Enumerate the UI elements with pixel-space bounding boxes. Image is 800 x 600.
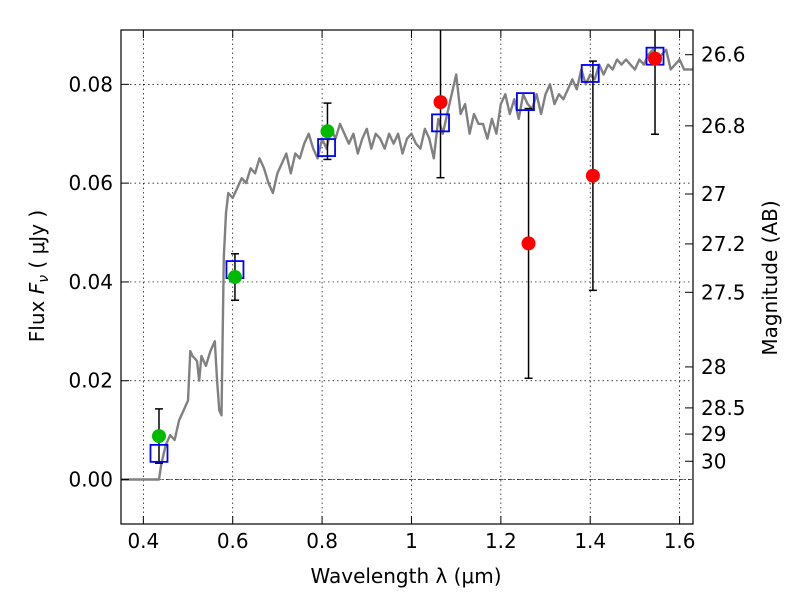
model-point-square — [516, 92, 535, 112]
y-tick-labels: 0.00 0.02 0.04 0.06 0.08 — [68, 72, 113, 491]
magnitude-tick-label: 26.6 — [701, 43, 746, 67]
magnitude-tick-labels: 26.6 26.8 27 27.2 27.5 28 28.529 30 — [701, 43, 746, 474]
y-axis-label-symbol: F — [25, 282, 49, 294]
error-bars — [154, 30, 660, 464]
magnitude-axis-label: Magnitude (AB) — [758, 200, 782, 355]
magnitude-tick-label: 28 — [701, 355, 726, 379]
model-point-square — [317, 138, 336, 157]
model-points — [149, 46, 665, 463]
axis-ticks — [121, 30, 693, 524]
x-tick-label: 1 — [405, 529, 418, 553]
x-tick-label: 1.4 — [574, 529, 606, 553]
plot-frame — [120, 29, 694, 525]
y-axis-label-subscript: ν — [36, 275, 52, 283]
x-tick-label: 1.6 — [664, 529, 696, 553]
non-detection-point — [648, 51, 663, 66]
model-point-square — [149, 443, 169, 463]
magnitude-tick-label: 26.8 — [701, 114, 746, 138]
model-spectrum — [121, 48, 693, 481]
non-detection-point — [433, 95, 448, 110]
x-tick-label: 1.2 — [485, 529, 517, 553]
x-axis-label: Wavelength λ (μm) — [310, 564, 501, 588]
detection-point — [151, 429, 166, 444]
x-tick-label: 0.8 — [306, 529, 338, 553]
y-axis-label-prefix: Flux — [25, 294, 49, 342]
model-spectrum-line — [121, 48, 693, 481]
magnitude-tick-label: 28.5 — [701, 396, 746, 420]
model-point-square — [580, 64, 600, 83]
magnitude-tick-label: 27 — [701, 182, 726, 206]
non-detection-point — [585, 168, 600, 183]
detection-point — [320, 124, 335, 139]
y-tick-label: 0.04 — [68, 270, 113, 294]
detection-point — [227, 270, 242, 284]
magnitude-tick-label: 27.2 — [701, 232, 746, 256]
magnitude-tick-label: 30 — [701, 449, 726, 473]
magnitude-tick-label: 27.5 — [701, 280, 746, 304]
x-tick-label: 0.6 — [217, 529, 249, 553]
x-tick-labels: 0.4 0.6 0.8 1 1.2 1.4 1.6 — [127, 529, 695, 553]
y-tick-label: 0.02 — [68, 369, 113, 393]
y-tick-label: 0.06 — [68, 171, 113, 195]
y-tick-label: 0.00 — [68, 468, 113, 492]
model-point-square — [431, 113, 450, 133]
y-axis-label: Flux Fν ( μJy ) — [25, 210, 52, 342]
x-tick-label: 0.4 — [127, 529, 159, 553]
non-detection-point — [521, 236, 536, 251]
magnitude-tick-label: 29 — [701, 422, 726, 446]
y-axis-label-unit: ( μJy ) — [25, 210, 49, 275]
grid — [121, 30, 693, 524]
observed-points — [151, 51, 663, 444]
y-tick-label: 0.08 — [68, 72, 113, 96]
